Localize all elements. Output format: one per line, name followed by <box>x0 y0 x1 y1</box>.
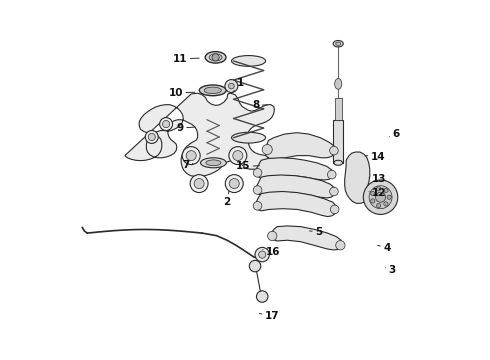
Text: 12: 12 <box>369 188 387 198</box>
Circle shape <box>160 118 172 131</box>
Circle shape <box>376 187 381 191</box>
Circle shape <box>253 186 262 194</box>
Circle shape <box>253 168 262 177</box>
Circle shape <box>259 251 266 258</box>
Polygon shape <box>256 158 333 180</box>
Circle shape <box>384 202 388 206</box>
Text: 14: 14 <box>365 152 385 162</box>
Circle shape <box>370 199 375 203</box>
Text: 17: 17 <box>259 311 279 321</box>
Polygon shape <box>266 133 335 159</box>
Circle shape <box>327 170 336 179</box>
Circle shape <box>370 191 375 195</box>
Circle shape <box>262 144 272 154</box>
Ellipse shape <box>205 51 226 63</box>
Circle shape <box>387 195 392 199</box>
Circle shape <box>330 146 338 155</box>
Circle shape <box>336 240 345 250</box>
Circle shape <box>268 231 277 240</box>
Polygon shape <box>333 120 343 163</box>
Circle shape <box>330 187 338 196</box>
Circle shape <box>190 175 208 193</box>
Circle shape <box>253 202 262 210</box>
Ellipse shape <box>335 78 342 89</box>
Text: 1: 1 <box>232 78 245 93</box>
Ellipse shape <box>232 132 266 143</box>
Polygon shape <box>344 152 388 206</box>
Text: 10: 10 <box>169 88 195 98</box>
Circle shape <box>384 188 388 193</box>
Text: 5: 5 <box>310 227 322 237</box>
Circle shape <box>249 260 261 272</box>
Ellipse shape <box>204 87 221 94</box>
Ellipse shape <box>232 55 266 66</box>
Circle shape <box>364 180 398 215</box>
Polygon shape <box>125 93 274 176</box>
Polygon shape <box>335 98 342 120</box>
Circle shape <box>148 134 155 140</box>
Circle shape <box>186 150 196 161</box>
Ellipse shape <box>334 160 343 165</box>
Circle shape <box>375 192 386 202</box>
Text: 3: 3 <box>386 265 396 275</box>
Ellipse shape <box>200 158 226 168</box>
Text: 8: 8 <box>252 100 268 111</box>
Polygon shape <box>256 175 335 198</box>
Circle shape <box>228 83 234 89</box>
Text: 13: 13 <box>369 174 387 184</box>
Circle shape <box>229 147 247 165</box>
Polygon shape <box>271 226 342 250</box>
Circle shape <box>256 291 268 302</box>
Circle shape <box>225 175 243 193</box>
Text: 9: 9 <box>177 123 195 133</box>
Text: 7: 7 <box>182 160 193 170</box>
Circle shape <box>146 131 158 143</box>
Circle shape <box>330 205 339 214</box>
Circle shape <box>182 147 200 165</box>
Text: 2: 2 <box>223 192 231 207</box>
Circle shape <box>194 179 204 189</box>
Ellipse shape <box>199 85 226 96</box>
Circle shape <box>163 121 170 128</box>
Circle shape <box>369 186 392 209</box>
Ellipse shape <box>206 160 221 166</box>
Text: 16: 16 <box>263 247 280 257</box>
Circle shape <box>255 247 270 262</box>
Ellipse shape <box>333 41 343 47</box>
Text: 6: 6 <box>389 129 399 139</box>
Circle shape <box>233 150 243 161</box>
Ellipse shape <box>209 54 222 61</box>
Polygon shape <box>256 192 337 217</box>
Text: 15: 15 <box>236 161 259 171</box>
Text: 11: 11 <box>173 54 199 64</box>
Circle shape <box>212 54 219 61</box>
Circle shape <box>225 80 238 93</box>
Text: 4: 4 <box>378 243 391 253</box>
Ellipse shape <box>336 42 341 45</box>
Circle shape <box>229 179 239 189</box>
Circle shape <box>376 203 381 208</box>
